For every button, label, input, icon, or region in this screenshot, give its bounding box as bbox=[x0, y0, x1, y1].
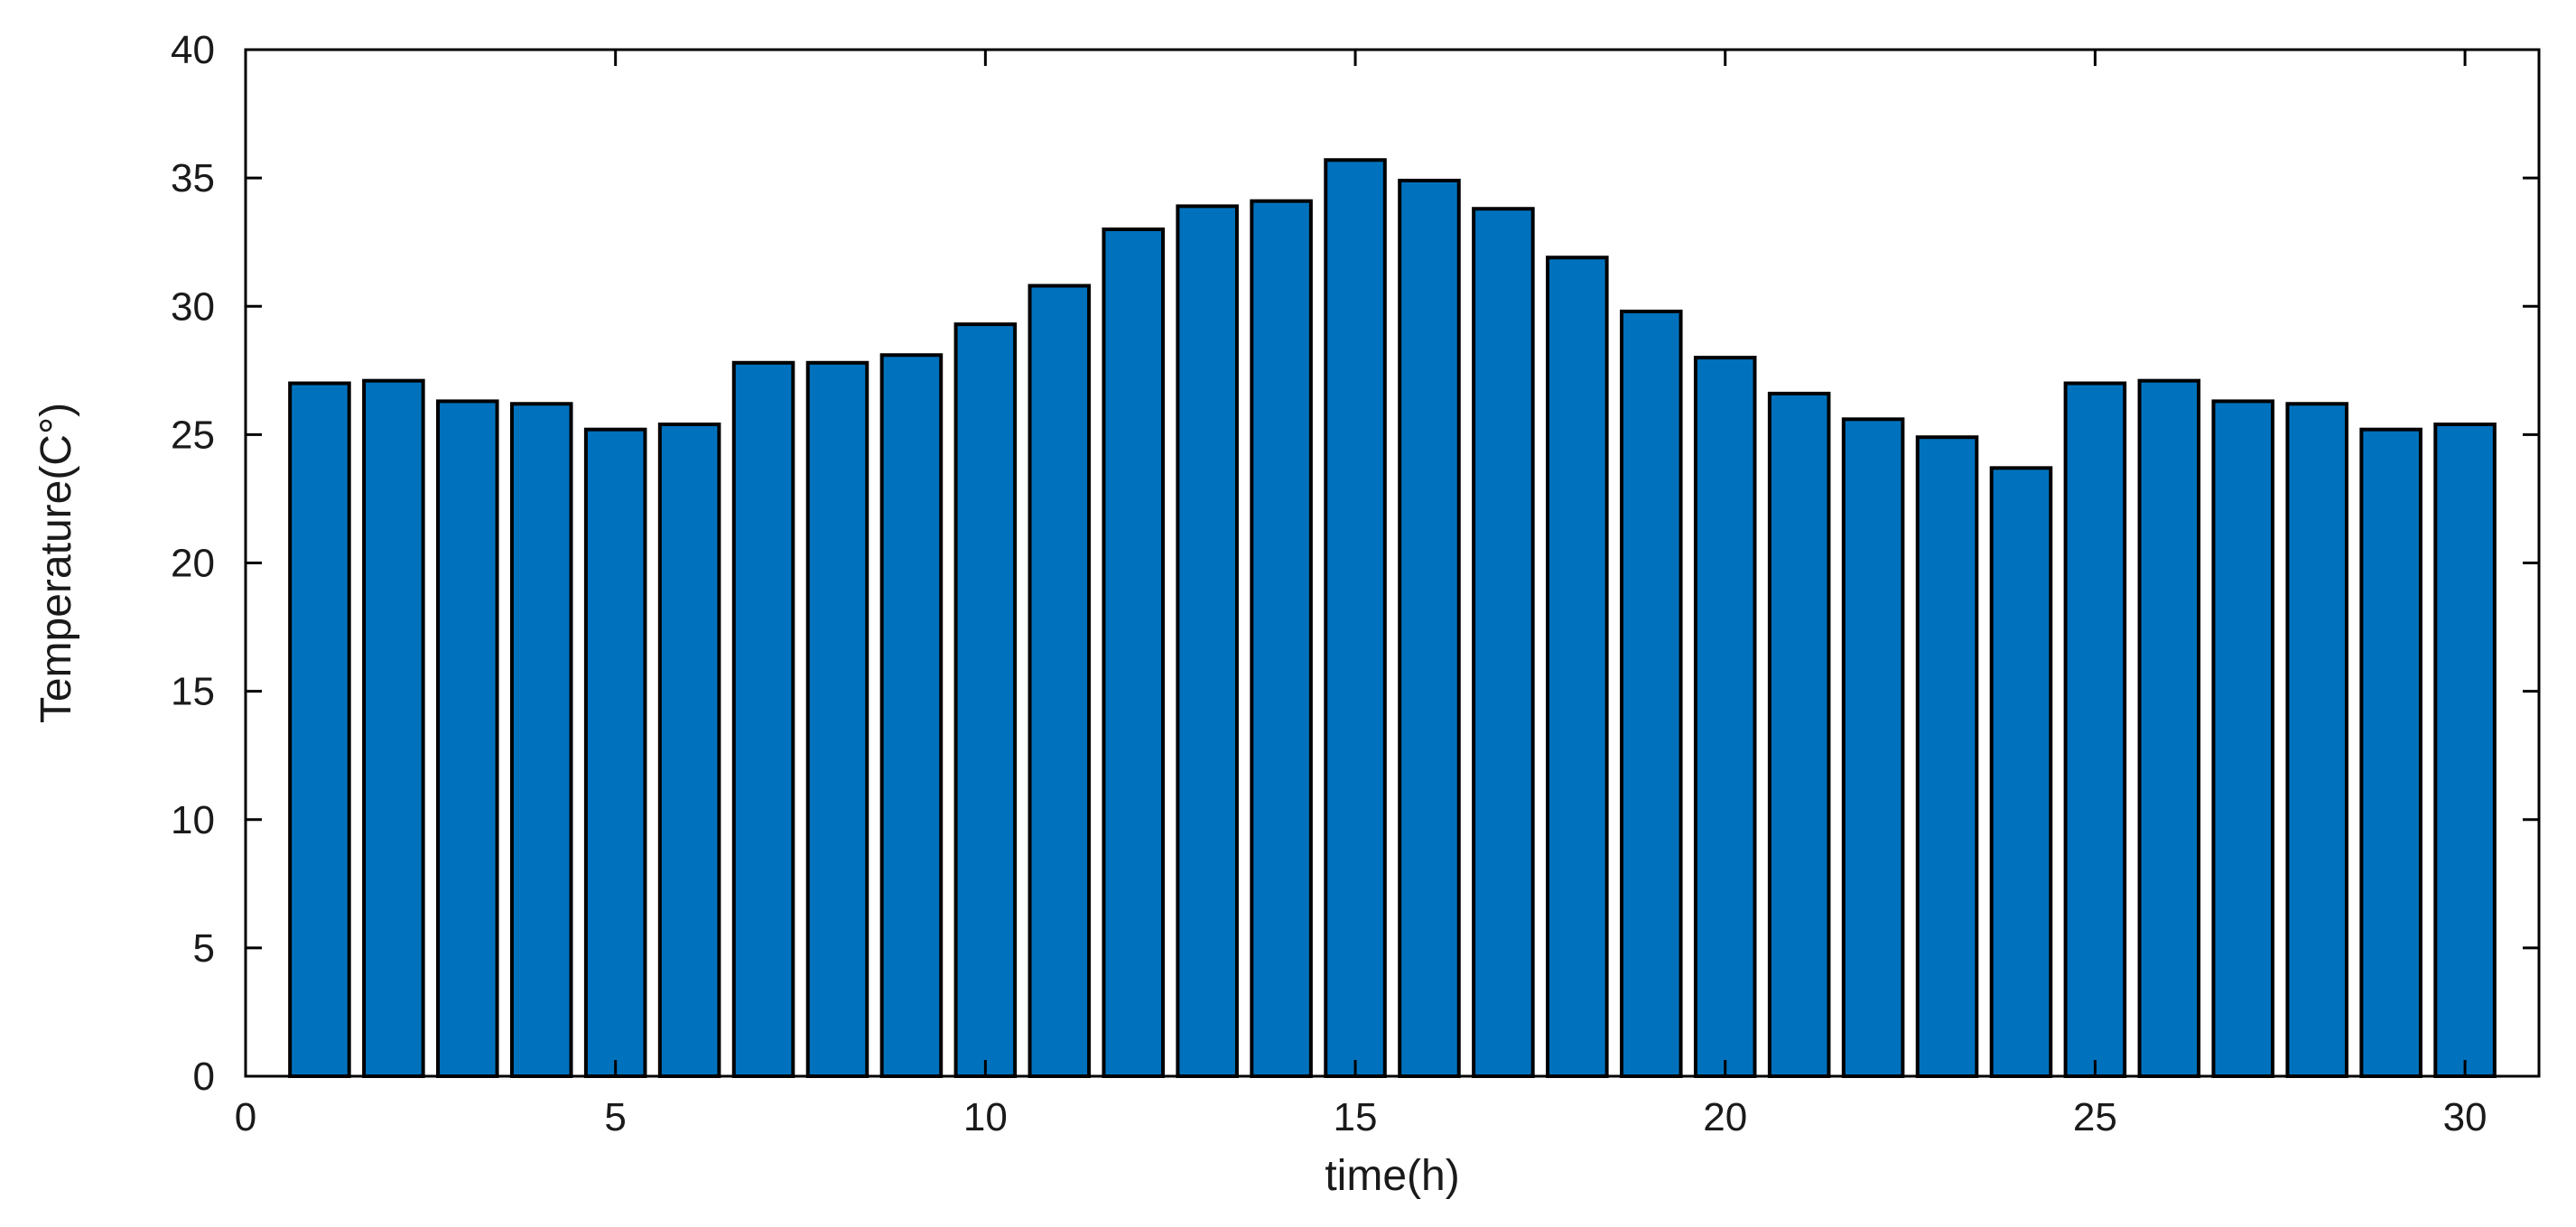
bar-13 bbox=[1176, 204, 1239, 1078]
bar-20 bbox=[1693, 356, 1757, 1079]
bar-2 bbox=[362, 378, 425, 1078]
bar-17 bbox=[1472, 207, 1535, 1079]
bar-30 bbox=[2433, 423, 2497, 1078]
y-tick-label-10: 10 bbox=[171, 798, 215, 842]
bar-8 bbox=[805, 360, 870, 1078]
x-tick-label-10: 10 bbox=[963, 1095, 1008, 1139]
bar-15 bbox=[1324, 158, 1387, 1079]
bar-14 bbox=[1250, 199, 1313, 1078]
bar-4 bbox=[509, 402, 573, 1078]
y-tick-label-25: 25 bbox=[171, 413, 215, 457]
x-tick-label-30: 30 bbox=[2443, 1095, 2488, 1139]
axes-box bbox=[244, 48, 2541, 1078]
y-tick-label-0: 0 bbox=[193, 1055, 215, 1099]
bar-26 bbox=[2137, 378, 2201, 1078]
bar-5 bbox=[583, 427, 647, 1078]
x-tick-label-25: 25 bbox=[2073, 1095, 2117, 1139]
bar-23 bbox=[1915, 435, 1979, 1079]
x-tick-label-15: 15 bbox=[1334, 1095, 1378, 1139]
y-tick-label-30: 30 bbox=[171, 284, 215, 329]
y-tick-label-40: 40 bbox=[171, 28, 215, 72]
bar-7 bbox=[731, 360, 795, 1078]
bar-25 bbox=[2063, 381, 2127, 1078]
bar-22 bbox=[1841, 417, 1905, 1078]
bar-16 bbox=[1398, 178, 1461, 1079]
bar-24 bbox=[1989, 466, 2053, 1078]
y-tick-label-5: 5 bbox=[193, 926, 215, 971]
bar-6 bbox=[657, 423, 721, 1078]
bar-10 bbox=[953, 322, 1018, 1078]
x-tick-label-0: 0 bbox=[235, 1095, 256, 1139]
bar-28 bbox=[2285, 402, 2348, 1078]
bars-group bbox=[288, 158, 2497, 1079]
tick-marks bbox=[244, 48, 2539, 1078]
bar-19 bbox=[1620, 309, 1683, 1078]
x-tick-label-5: 5 bbox=[604, 1095, 626, 1139]
bar-27 bbox=[2211, 399, 2275, 1079]
y-tick-label-20: 20 bbox=[171, 542, 215, 586]
bar-12 bbox=[1102, 227, 1165, 1079]
bar-21 bbox=[1767, 391, 1831, 1078]
bar-11 bbox=[1028, 284, 1092, 1078]
bar-3 bbox=[436, 399, 499, 1079]
bar-18 bbox=[1546, 256, 1609, 1078]
y-tick-label-15: 15 bbox=[171, 670, 215, 714]
y-tick-label-35: 35 bbox=[171, 156, 215, 200]
tick-labels: 0 5 10 15 20 25 30 0 5 10 15 20 25 30 35 40 bbox=[171, 28, 2487, 1139]
bar-9 bbox=[879, 353, 944, 1078]
bar-29 bbox=[2359, 427, 2423, 1078]
bar-1 bbox=[288, 381, 351, 1078]
y-axis-label: Temperature(C°) bbox=[33, 403, 80, 723]
x-tick-label-20: 20 bbox=[1703, 1095, 1747, 1139]
x-axis-label: time(h) bbox=[1325, 1152, 1459, 1200]
